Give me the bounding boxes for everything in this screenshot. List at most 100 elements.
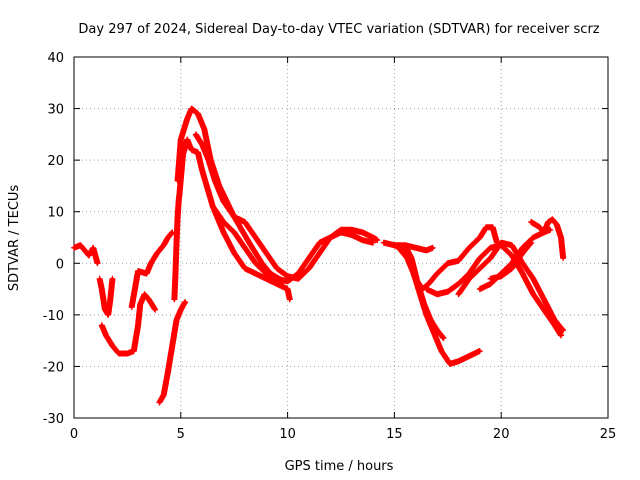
data-point bbox=[254, 272, 258, 276]
data-point bbox=[138, 303, 142, 307]
data-point bbox=[439, 349, 443, 353]
data-point bbox=[467, 246, 471, 250]
data-point bbox=[409, 256, 413, 260]
data-point bbox=[185, 138, 189, 142]
data-point bbox=[416, 282, 420, 286]
x-tick-label: 25 bbox=[600, 427, 617, 442]
data-point bbox=[172, 297, 176, 301]
data-point bbox=[339, 230, 343, 234]
data-point bbox=[179, 138, 183, 142]
y-tick-label: 0 bbox=[56, 257, 64, 272]
data-point bbox=[166, 236, 170, 239]
data-point bbox=[510, 266, 514, 270]
data-point bbox=[91, 246, 95, 250]
data-point bbox=[132, 349, 136, 353]
data-point bbox=[264, 251, 268, 255]
data-point bbox=[371, 236, 375, 239]
data-point bbox=[442, 336, 446, 340]
y-tick-label: -30 bbox=[43, 412, 64, 427]
y-tick-label: 20 bbox=[47, 154, 64, 169]
data-point bbox=[176, 215, 180, 219]
data-point bbox=[561, 328, 565, 332]
data-point bbox=[222, 199, 226, 203]
data-point bbox=[243, 266, 247, 270]
data-point bbox=[232, 251, 236, 255]
y-tick-label: -10 bbox=[43, 309, 64, 324]
data-point bbox=[561, 256, 565, 260]
data-point bbox=[108, 297, 112, 301]
data-point bbox=[196, 150, 200, 154]
data-point bbox=[424, 287, 428, 291]
data-point bbox=[296, 277, 300, 281]
x-tick-label: 5 bbox=[177, 427, 185, 442]
data-point bbox=[202, 127, 206, 131]
data-point bbox=[448, 362, 452, 366]
data-point bbox=[247, 241, 251, 245]
data-point bbox=[531, 277, 535, 281]
data-point bbox=[489, 256, 493, 260]
data-point bbox=[110, 344, 114, 348]
data-point bbox=[478, 349, 482, 353]
data-point bbox=[185, 117, 189, 121]
x-tick-label: 0 bbox=[70, 427, 78, 442]
data-point bbox=[288, 297, 292, 301]
data-point bbox=[100, 287, 104, 291]
data-point bbox=[72, 246, 76, 250]
series-trace-15 bbox=[455, 239, 567, 334]
data-point bbox=[478, 236, 482, 239]
series-trace-3 bbox=[98, 291, 159, 357]
x-tick-label: 10 bbox=[279, 427, 296, 442]
y-tick-label: 30 bbox=[47, 103, 64, 118]
series-trace-17 bbox=[487, 239, 535, 282]
data-point bbox=[318, 241, 322, 245]
data-point bbox=[286, 287, 290, 291]
data-point bbox=[553, 318, 557, 322]
x-tick-label: 20 bbox=[493, 427, 510, 442]
data-point bbox=[87, 254, 91, 258]
data-point bbox=[254, 261, 258, 265]
data-point bbox=[173, 272, 177, 276]
y-tick-label: 10 bbox=[47, 206, 64, 221]
data-point bbox=[110, 277, 114, 281]
data-point bbox=[103, 308, 107, 312]
data-point bbox=[538, 225, 542, 229]
data-point bbox=[433, 333, 437, 337]
data-point bbox=[489, 282, 493, 286]
series-trace-6 bbox=[171, 136, 293, 303]
data-point bbox=[489, 277, 493, 281]
data-point bbox=[375, 238, 379, 242]
data-point bbox=[286, 279, 290, 283]
data-point bbox=[467, 277, 471, 281]
data-point bbox=[521, 272, 525, 276]
data-point bbox=[162, 243, 166, 247]
data-point bbox=[555, 223, 559, 227]
series-trace-5 bbox=[156, 299, 189, 406]
series-trace-4 bbox=[128, 229, 176, 311]
data-point bbox=[178, 189, 182, 193]
data-point bbox=[83, 248, 87, 252]
data-point bbox=[456, 359, 460, 363]
data-point bbox=[189, 107, 193, 111]
data-point bbox=[153, 308, 157, 312]
data-point bbox=[194, 132, 198, 136]
data-point bbox=[254, 236, 258, 239]
data-point bbox=[491, 225, 495, 229]
data-point bbox=[559, 236, 563, 239]
data-point bbox=[149, 261, 153, 265]
data-point bbox=[170, 230, 174, 234]
data-point bbox=[196, 112, 200, 116]
data-point bbox=[435, 292, 439, 296]
data-point bbox=[392, 243, 396, 247]
data-point bbox=[175, 318, 179, 322]
data-point bbox=[166, 370, 170, 374]
data-point bbox=[371, 241, 375, 245]
data-point bbox=[559, 333, 563, 337]
data-point bbox=[403, 243, 407, 247]
data-point bbox=[456, 259, 460, 263]
data-point bbox=[510, 254, 514, 258]
data-point bbox=[136, 323, 140, 327]
data-point bbox=[296, 272, 300, 276]
data-point bbox=[213, 179, 217, 183]
data-point bbox=[510, 243, 514, 247]
